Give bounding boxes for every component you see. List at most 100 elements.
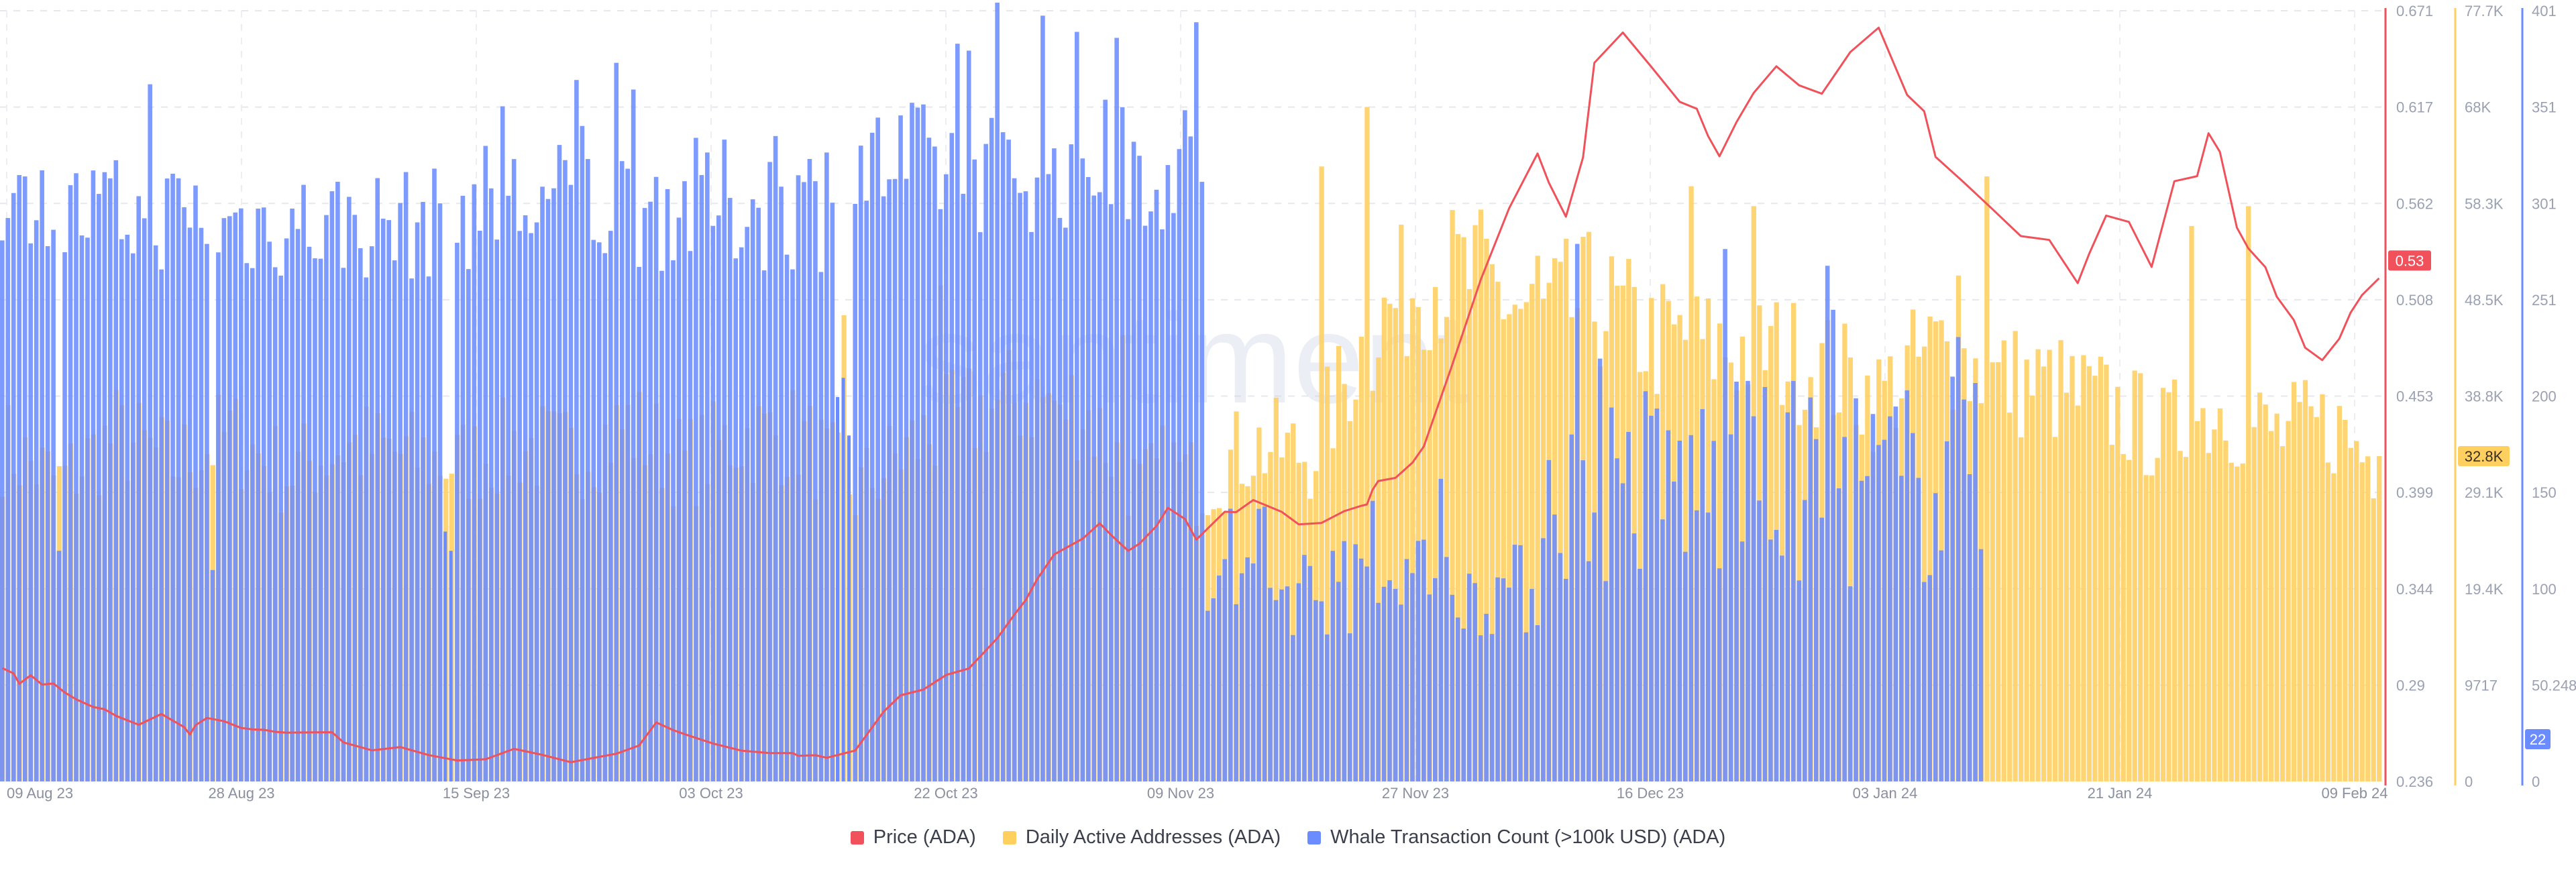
- whale-bar: [1569, 434, 1574, 781]
- whale-bar: [1205, 610, 1210, 781]
- whale-bar: [1142, 225, 1148, 781]
- whale-bar: [869, 132, 875, 781]
- whale-bar: [1183, 110, 1187, 781]
- whale-bar: [1654, 408, 1660, 781]
- daa-bar: [1324, 366, 1330, 781]
- price-axis-tick-label: 0.399: [2396, 484, 2433, 501]
- current-price-label-bg: [2388, 250, 2431, 271]
- whale-bar: [557, 145, 562, 782]
- daa-bar: [1273, 397, 1279, 781]
- daa-bar: [1717, 323, 1723, 781]
- daa-bar: [2127, 459, 2132, 781]
- whale-bar: [1234, 604, 1238, 781]
- x-axis-tick-label: 21 Jan 24: [2088, 785, 2153, 802]
- daa-bar: [2286, 421, 2291, 781]
- whale-bar: [1165, 165, 1171, 781]
- whale-bar: [1978, 549, 1984, 781]
- price-axis-tick-label: 0.562: [2396, 195, 2433, 212]
- daa-bar: [1489, 264, 1495, 781]
- daa-bar: [2359, 462, 2365, 781]
- whale-bar: [432, 168, 437, 781]
- whale-bar: [1126, 219, 1130, 781]
- whale-bar: [102, 172, 107, 782]
- whale-bar: [136, 196, 142, 781]
- whale-bar: [977, 232, 983, 782]
- whale-bar: [983, 144, 988, 782]
- whale-bar: [1421, 539, 1426, 781]
- whale-bar: [1774, 529, 1779, 781]
- daa-axis-tick-label: 9717: [2465, 677, 2498, 694]
- legend-label-daa: Daily Active Addresses (ADA): [1025, 826, 1281, 848]
- legend-item-price[interactable]: Price (ADA): [850, 826, 976, 849]
- daa-bar: [2001, 340, 2006, 782]
- whale-bar: [1694, 510, 1699, 781]
- whale-bar: [159, 269, 164, 782]
- legend-item-daa[interactable]: Daily Active Addresses (ADA): [1002, 826, 1281, 849]
- whale-bar: [989, 117, 994, 782]
- whale-bar: [1831, 309, 1835, 781]
- whale-bar: [153, 245, 158, 781]
- daa-bar: [2377, 455, 2382, 781]
- daa-bar: [1563, 239, 1569, 781]
- whale-bar: [847, 435, 851, 781]
- whale-bar: [1029, 231, 1034, 782]
- whale-bar: [1444, 557, 1449, 781]
- price-line: [1, 26, 2380, 763]
- whale-bar: [836, 396, 840, 781]
- whale-bar: [631, 89, 636, 782]
- daa-bar: [2269, 431, 2274, 781]
- whale-bar: [239, 208, 244, 782]
- whale-bar: [540, 186, 545, 781]
- whale-bar: [1944, 441, 1949, 781]
- whale-bar: [602, 253, 608, 782]
- price-axis-tick-label: 0.671: [2396, 3, 2433, 19]
- daa-bar: [2115, 386, 2121, 781]
- whale-bar: [1962, 399, 1966, 781]
- daa-bar: [2024, 360, 2029, 781]
- whale-bar: [1825, 266, 1830, 781]
- whale-bar: [1580, 460, 1585, 781]
- whale-bar: [1501, 578, 1506, 781]
- whale-bar: [1865, 476, 1870, 781]
- daa-bar: [1484, 238, 1489, 782]
- daa-bar: [1450, 210, 1455, 781]
- daa-bar: [1336, 345, 1342, 781]
- daa-axis-tick-label: 19.4K: [2465, 581, 2504, 598]
- legend-label-price: Price (ADA): [873, 826, 976, 848]
- whale-bar: [1893, 406, 1898, 781]
- daa-bar: [2171, 379, 2178, 781]
- x-axis-tick-label: 15 Sep 23: [443, 785, 510, 802]
- whale-bar: [915, 107, 920, 781]
- whale-bar: [961, 193, 966, 781]
- whale-bar: [1302, 555, 1307, 781]
- whale-bar: [341, 268, 346, 781]
- whale-bar: [1666, 430, 1671, 781]
- daa-bar: [2081, 355, 2086, 781]
- whale-bar: [398, 203, 402, 781]
- daa-bar: [2291, 382, 2297, 781]
- daa-bar: [1478, 209, 1484, 782]
- whale-bar: [1188, 136, 1193, 781]
- daa-bar: [2166, 392, 2171, 781]
- whale-bar: [1626, 431, 1631, 781]
- daa-bar: [1410, 298, 1415, 781]
- whale-bar: [1052, 148, 1057, 781]
- daa-bar: [1455, 233, 1461, 781]
- daa-bar: [2109, 445, 2114, 781]
- daa-bar: [2086, 366, 2092, 781]
- daa-bar: [2235, 466, 2240, 781]
- whale-bar: [1245, 557, 1250, 781]
- whale-bar: [1342, 541, 1346, 781]
- whale-bar: [329, 191, 335, 781]
- whale-bar: [517, 231, 522, 781]
- daa-axis-tick-label: 29.1K: [2465, 484, 2504, 501]
- whale-bar: [267, 241, 272, 781]
- whale-bar: [85, 237, 90, 782]
- legend-item-whale[interactable]: Whale Transaction Count (>100k USD) (ADA…: [1307, 826, 1725, 849]
- whale-bar: [187, 227, 193, 782]
- whale-bar: [51, 229, 56, 781]
- daa-bar: [1319, 166, 1324, 781]
- whale-bar: [745, 227, 749, 781]
- x-axis-tick-label: 09 Nov 23: [1147, 785, 1214, 802]
- whale-bar: [1507, 588, 1511, 781]
